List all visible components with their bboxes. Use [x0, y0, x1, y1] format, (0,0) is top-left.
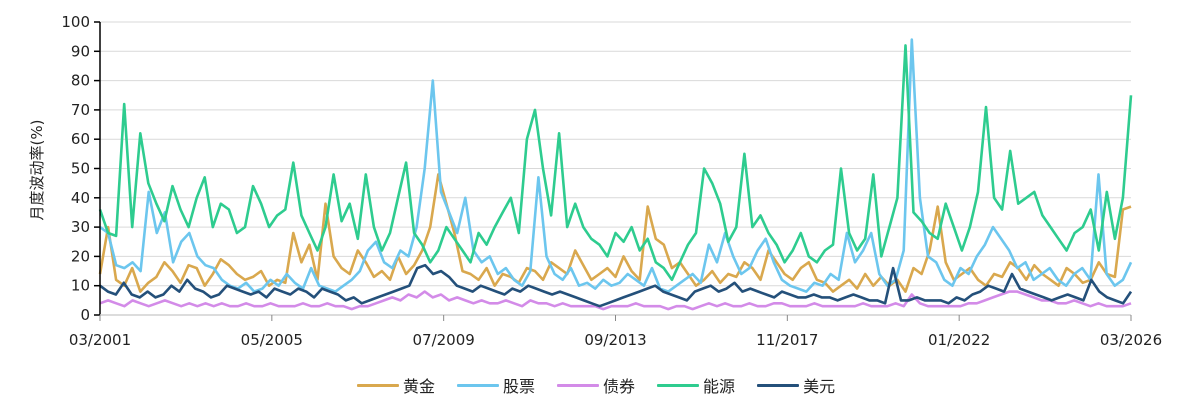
- legend-label: 能源: [703, 377, 736, 396]
- legend-swatch: [557, 383, 600, 387]
- y-tick-label: 70: [71, 101, 90, 119]
- y-tick-label: 50: [71, 160, 90, 178]
- series-line: [98, 44, 1133, 282]
- series-line: [99, 263, 1133, 308]
- series-lines: [98, 38, 1133, 311]
- legend-item-energy[interactable]: 能源: [657, 373, 735, 397]
- legend-item-gold[interactable]: 黄金: [357, 373, 435, 397]
- gridlines: [100, 21, 1131, 287]
- legend-label: 债券: [603, 377, 636, 396]
- legend-item-stocks[interactable]: 股票: [457, 373, 535, 397]
- y-tick-label: 100: [61, 13, 90, 31]
- series-line: [99, 290, 1132, 311]
- y-tick-label: 20: [71, 247, 90, 265]
- y-tick-label: 30: [71, 218, 90, 236]
- y-tick-label: 60: [71, 130, 90, 148]
- series-line: [98, 173, 1132, 293]
- x-tick-label: 03/2026: [1100, 331, 1162, 349]
- y-tick-label: 80: [71, 72, 90, 90]
- x-tick-label: 03/2001: [69, 331, 131, 349]
- x-tick-label: 01/2022: [928, 331, 990, 349]
- y-axis-label: 月度波动率(%): [28, 120, 46, 221]
- x-tick-label: 11/2017: [756, 331, 818, 349]
- legend-item-usd[interactable]: 美元: [757, 373, 835, 397]
- legend-label: 股票: [503, 377, 536, 396]
- legend: 黄金 股票 债券 能源 美元: [357, 373, 857, 397]
- legend-swatch: [657, 383, 700, 387]
- series-line: [99, 38, 1133, 293]
- y-tick-label: 10: [71, 277, 90, 295]
- y-tick-label: 90: [71, 42, 90, 60]
- legend-swatch: [457, 383, 500, 387]
- x-tick-label: 05/2005: [241, 331, 303, 349]
- legend-swatch: [357, 383, 399, 387]
- legend-swatch: [757, 383, 800, 387]
- x-tick-label: 09/2013: [584, 331, 646, 349]
- legend-label: 黄金: [403, 377, 436, 396]
- axes: 0 10 20 30 40 50 60 70 80 90 100 03/2001 05/2005 07/2…: [61, 13, 1162, 349]
- x-tick-label: 07/2009: [413, 331, 475, 349]
- legend-item-bonds[interactable]: 债券: [557, 373, 635, 397]
- legend-label: 美元: [803, 377, 836, 396]
- y-tick-label: 0: [80, 306, 90, 324]
- y-tick-label: 40: [71, 189, 90, 207]
